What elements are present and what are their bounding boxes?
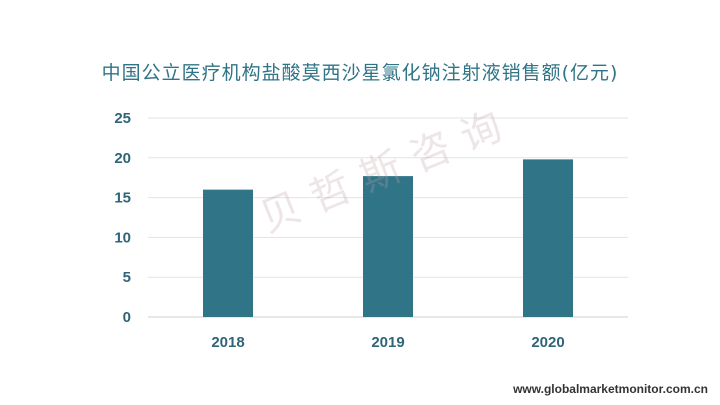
y-tick-label: 25 [114, 110, 131, 127]
x-tick-label: 2018 [211, 334, 244, 351]
x-tick-label: 2020 [531, 334, 564, 351]
y-tick-label: 0 [123, 309, 131, 326]
y-tick-label: 5 [123, 269, 131, 286]
x-tick-label: 2019 [371, 334, 404, 351]
bar-2020 [523, 159, 573, 317]
bar-2018 [203, 189, 253, 317]
y-tick-label: 15 [114, 190, 131, 207]
chart-title: 中国公立医疗机构盐酸莫西沙星氯化钠注射液销售额(亿元) [101, 62, 619, 84]
bar-2019 [363, 176, 413, 317]
y-tick-label: 10 [114, 229, 131, 246]
y-tick-label: 20 [114, 150, 131, 167]
source-url[interactable]: www.globalmarketmonitor.com.cn [513, 382, 708, 396]
